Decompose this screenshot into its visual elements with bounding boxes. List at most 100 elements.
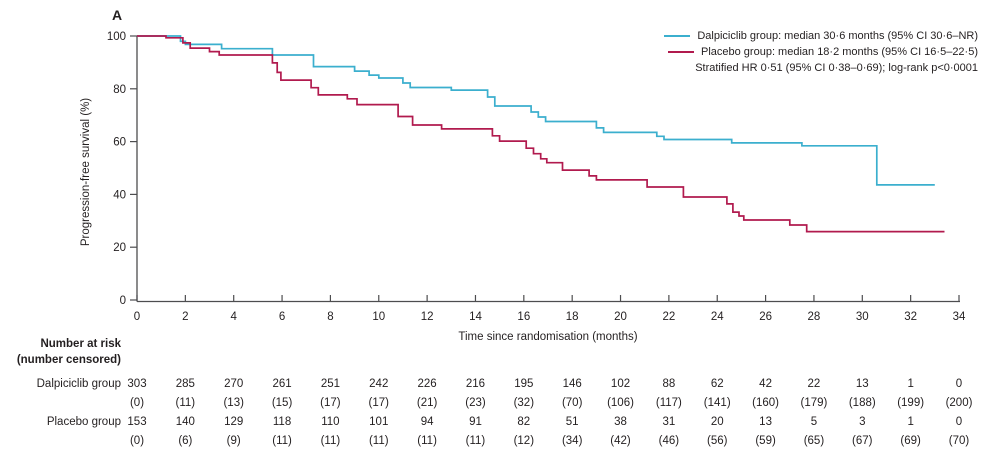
censored-value: (11) <box>465 435 486 447</box>
censored-value: (70) <box>561 397 583 409</box>
x-axis-title: Time since randomisation (months) <box>458 331 638 343</box>
at-risk-value: 5 <box>810 416 818 428</box>
x-tick-label: 12 <box>421 311 434 323</box>
at-risk-value: 270 <box>224 378 244 390</box>
y-tick-label: 40 <box>113 189 126 201</box>
at-risk-value: 82 <box>517 416 531 428</box>
censored-value: (42) <box>610 435 631 447</box>
censored-value: (56) <box>707 435 728 447</box>
y-axis-title-text: Progression-free survival (%) <box>80 97 92 247</box>
censored-value: (12) <box>513 435 535 447</box>
censored-value: (199) <box>897 397 925 409</box>
at-risk-value: 251 <box>320 378 340 390</box>
y-tick-label: 80 <box>113 84 126 96</box>
at-risk-value: 216 <box>465 378 486 390</box>
censored-value: (0) <box>129 397 145 409</box>
censored-value: (17) <box>368 397 389 409</box>
legend-label-dalpiciclib: Dalpiciclib group: median 30·6 months (9… <box>697 30 978 42</box>
censored-value: (13) <box>223 397 244 409</box>
at-risk-value: 129 <box>224 416 244 428</box>
legend-row-placebo: Placebo group: median 18·2 months (95% C… <box>664 44 978 60</box>
censored-value: (11) <box>175 397 196 409</box>
censored-value: (117) <box>655 397 682 409</box>
at-risk-value: 153 <box>127 416 147 428</box>
at-risk-value: 20 <box>710 416 724 428</box>
panel-label: A <box>112 7 123 23</box>
censored-value: (69) <box>900 435 921 447</box>
risk-table-header-line1: Number at risk <box>40 338 121 350</box>
at-risk-value: 22 <box>807 378 821 390</box>
legend-row-dalpiciclib: Dalpiciclib group: median 30·6 months (9… <box>664 28 978 44</box>
at-risk-value: 261 <box>272 378 292 390</box>
at-risk-value: 62 <box>710 378 724 390</box>
at-risk-value: 42 <box>759 378 772 390</box>
x-tick-label: 2 <box>182 311 188 323</box>
y-tick-label: 60 <box>113 137 126 149</box>
at-risk-value: 1 <box>907 416 914 428</box>
x-tick-label: 18 <box>566 311 579 323</box>
x-tick-label: 4 <box>231 311 238 323</box>
at-risk-value: 285 <box>175 378 195 390</box>
x-tick-label: 20 <box>614 311 627 323</box>
at-risk-value: 51 <box>565 416 579 428</box>
legend: Dalpiciclib group: median 30·6 months (9… <box>664 28 978 76</box>
censored-value: (200) <box>945 397 973 409</box>
x-tick-label: 34 <box>953 311 966 323</box>
censored-value: (70) <box>948 435 970 447</box>
at-risk-value: 1 <box>907 378 914 390</box>
at-risk-value: 195 <box>514 378 534 390</box>
censored-value: (9) <box>226 435 241 447</box>
censored-value: (15) <box>271 397 293 409</box>
x-tick-label: 24 <box>711 311 724 323</box>
at-risk-value: 110 <box>321 416 340 428</box>
censored-value: (46) <box>658 435 680 447</box>
censored-value: (59) <box>755 435 776 447</box>
at-risk-value: 242 <box>369 378 389 390</box>
x-tick-label: 26 <box>759 311 772 323</box>
censored-value: (188) <box>848 397 876 409</box>
censored-value: (17) <box>320 397 341 409</box>
x-tick-label: 30 <box>856 311 869 323</box>
x-tick-label: 6 <box>279 311 285 323</box>
censored-value: (141) <box>703 397 731 409</box>
placebo-curve <box>137 35 945 233</box>
x-tick-label: 16 <box>517 311 530 323</box>
censored-value: (11) <box>368 435 389 447</box>
x-tick-label: 22 <box>662 311 675 323</box>
x-tick-label: 8 <box>327 311 333 323</box>
censored-value: (179) <box>800 397 828 409</box>
censored-value: (106) <box>607 397 634 409</box>
legend-label-placebo: Placebo group: median 18·2 months (95% C… <box>701 46 978 58</box>
at-risk-value: 303 <box>127 378 147 390</box>
at-risk-value: 146 <box>562 378 582 390</box>
censored-value: (6) <box>178 435 193 447</box>
x-tick-label: 32 <box>904 311 917 323</box>
placebo-line-swatch <box>668 51 694 53</box>
stratified-hr-note: Stratified HR 0·51 (95% CI 0·38–0·69); l… <box>695 62 978 74</box>
censored-value: (67) <box>852 435 873 447</box>
censored-value: (11) <box>320 435 341 447</box>
y-tick-label: 20 <box>113 242 126 254</box>
at-risk-value: 31 <box>662 416 676 428</box>
censored-value: (11) <box>272 435 292 447</box>
censored-value: (0) <box>129 435 145 447</box>
risk-table-header-line2: (number censored) <box>16 354 121 366</box>
at-risk-value: 38 <box>614 416 627 428</box>
x-tick-label: 28 <box>808 311 821 323</box>
at-risk-value: 102 <box>610 378 631 390</box>
censored-value: (34) <box>561 435 583 447</box>
risk-row-label-dalpiciclib: Dalpiciclib group <box>36 378 121 390</box>
y-tick-label: 0 <box>120 295 126 307</box>
at-risk-value: 226 <box>417 378 437 390</box>
at-risk-value: 0 <box>955 378 963 390</box>
censored-value: (11) <box>417 435 437 447</box>
at-risk-value: 3 <box>859 416 866 428</box>
censored-value: (160) <box>752 397 780 409</box>
at-risk-value: 91 <box>469 416 482 428</box>
at-risk-value: 13 <box>759 416 772 428</box>
censored-value: (65) <box>803 435 825 447</box>
dalpiciclib-curve <box>137 35 935 186</box>
at-risk-value: 140 <box>175 416 195 428</box>
